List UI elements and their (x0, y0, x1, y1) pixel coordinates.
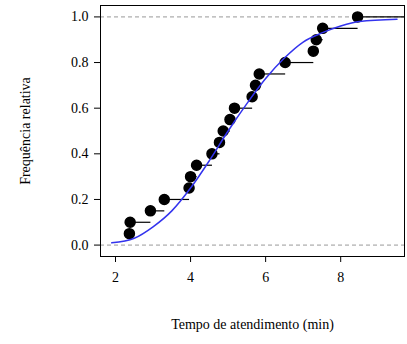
svg-text:8: 8 (337, 270, 344, 285)
svg-text:0.4: 0.4 (71, 146, 89, 161)
svg-text:Frequência relativa: Frequência relativa (18, 76, 33, 184)
svg-text:0.8: 0.8 (71, 55, 89, 70)
svg-text:1.0: 1.0 (71, 9, 89, 24)
svg-text:2: 2 (112, 270, 119, 285)
svg-text:0.2: 0.2 (71, 192, 89, 207)
svg-text:6: 6 (262, 270, 269, 285)
svg-text:Tempo de atendimento (min): Tempo de atendimento (min) (171, 317, 334, 333)
svg-text:0.0: 0.0 (71, 238, 89, 253)
svg-text:0.6: 0.6 (71, 101, 89, 116)
svg-text:4: 4 (187, 270, 194, 285)
